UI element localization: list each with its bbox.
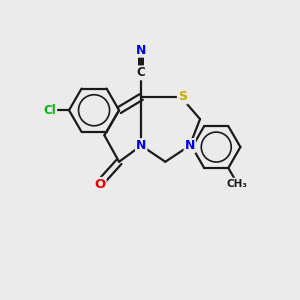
Text: N: N (184, 139, 195, 152)
Text: C: C (137, 66, 146, 80)
Text: CH₃: CH₃ (227, 178, 248, 189)
Text: N: N (136, 139, 146, 152)
Text: Cl: Cl (44, 104, 56, 117)
Text: N: N (136, 44, 146, 57)
Text: O: O (94, 178, 106, 191)
Text: S: S (178, 91, 187, 103)
